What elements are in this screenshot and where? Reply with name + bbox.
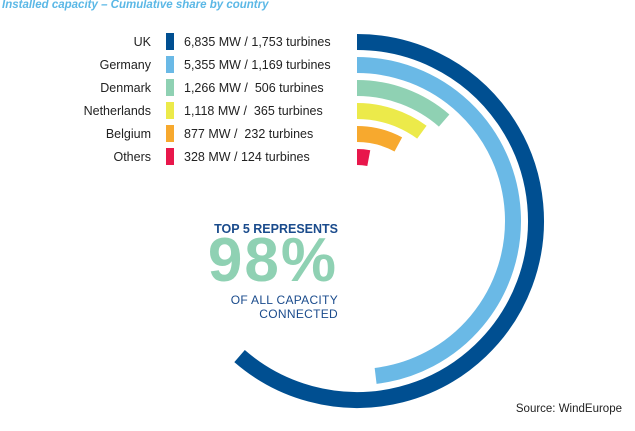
color-swatch: [166, 56, 174, 73]
value-label: 1,266 MW / 506 turbines: [184, 81, 324, 95]
arc-belgium: [356, 126, 403, 152]
arc-uk: [234, 34, 544, 408]
arc-denmark: [356, 80, 450, 127]
arc-netherlands: [356, 103, 427, 139]
value-label: 1,118 MW / 365 turbines: [184, 104, 323, 118]
callout-headline: TOP 5 REPRESENTS: [214, 222, 338, 236]
color-swatch: [166, 102, 174, 119]
value-label: 6,835 MW / 1,753 turbines: [184, 35, 331, 49]
value-label: 328 MW / 124 turbines: [184, 150, 310, 164]
arc-germany: [356, 57, 521, 384]
chart-title: Installed capacity – Cumulative share by…: [2, 0, 269, 11]
value-label: 877 MW / 232 turbines: [184, 127, 314, 141]
callout-line-2: CONNECTED: [259, 307, 338, 321]
category-label: UK: [133, 35, 151, 49]
category-label: Netherlands: [83, 104, 151, 118]
category-label: Others: [113, 150, 151, 164]
source-note: Source: WindEurope: [515, 403, 622, 415]
color-swatch: [166, 125, 174, 142]
category-label: Germany: [99, 58, 151, 72]
arc-others: [356, 149, 371, 166]
callout-line-1: OF ALL CAPACITY: [230, 293, 338, 307]
color-swatch: [166, 79, 174, 96]
callout-percent: 98%: [207, 226, 338, 295]
color-swatch: [166, 148, 174, 165]
category-label: Denmark: [100, 81, 151, 95]
value-label: 5,355 MW / 1,169 turbines: [184, 58, 331, 72]
category-label: Belgium: [105, 127, 151, 141]
color-swatch: [166, 33, 174, 50]
